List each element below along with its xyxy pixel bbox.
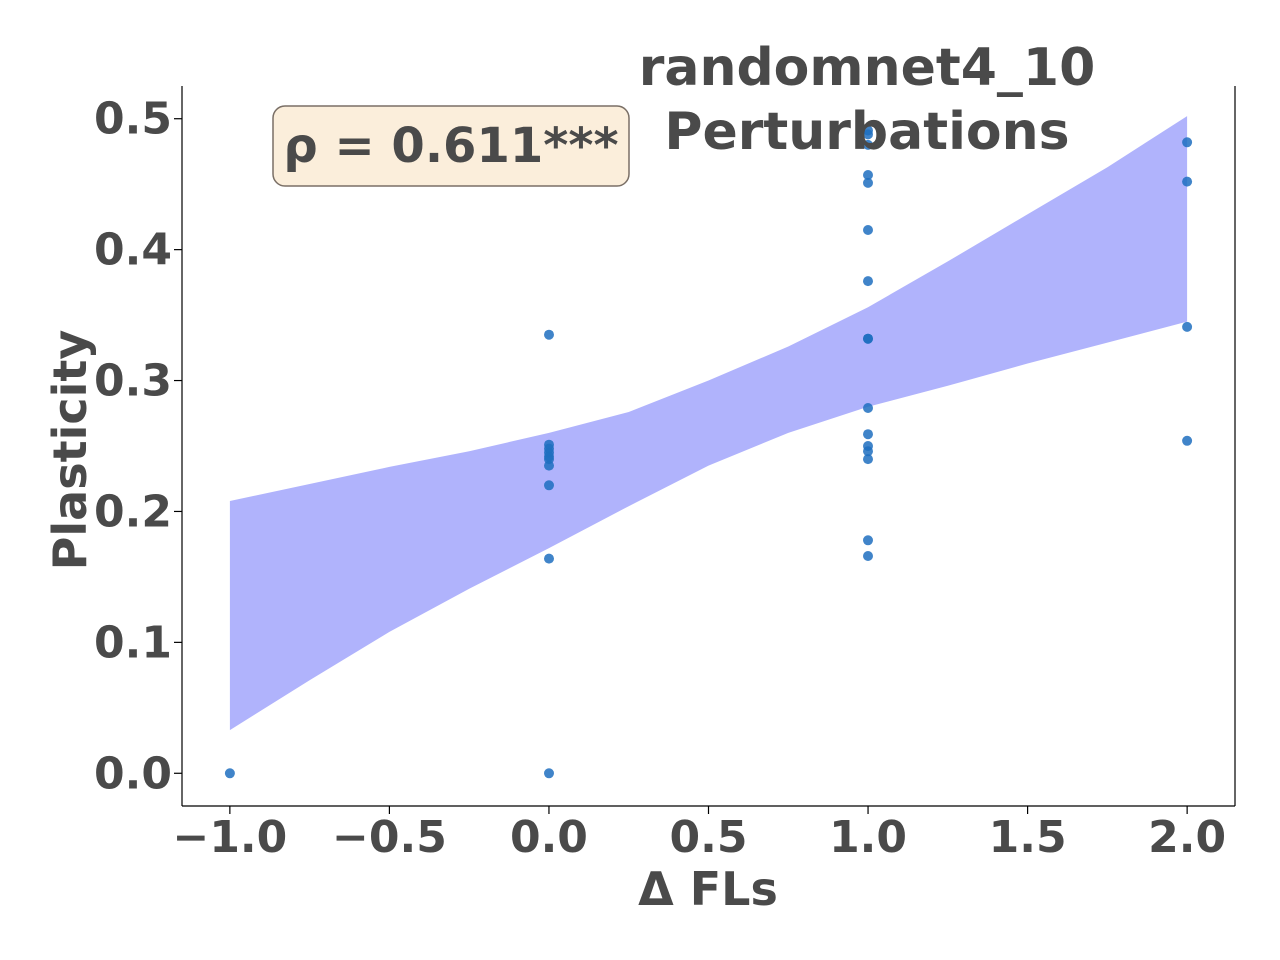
y-tick-label-1: 0.1 xyxy=(94,617,172,668)
x-tick-label-5: 1.5 xyxy=(989,812,1067,863)
data-point-21 xyxy=(863,225,873,235)
x-tick-label-6: 2.0 xyxy=(1148,812,1226,863)
chart-title-line-1: randomnet4_10 xyxy=(639,38,1096,98)
confidence-band-layer xyxy=(229,116,1188,731)
data-point-19 xyxy=(863,333,873,344)
x-axis-label: Δ FLs xyxy=(638,862,778,916)
data-point-22 xyxy=(863,177,873,188)
confidence-band xyxy=(229,116,1188,731)
x-tick-label-1: −0.5 xyxy=(332,812,447,863)
data-point-10 xyxy=(544,329,554,340)
data-point-3 xyxy=(544,480,554,491)
chart-title-line-2: Perturbations xyxy=(664,102,1069,162)
y-tick-label-0: 0.0 xyxy=(94,748,172,799)
data-point-15 xyxy=(863,441,873,451)
data-point-2 xyxy=(544,553,554,564)
data-point-16 xyxy=(863,429,873,440)
data-point-23 xyxy=(863,170,873,180)
y-tick-label-2: 0.2 xyxy=(94,486,172,537)
annotation-box xyxy=(272,105,630,187)
data-point-28 xyxy=(1182,321,1193,332)
data-point-26 xyxy=(863,125,873,136)
data-point-0 xyxy=(224,768,235,779)
x-tick-label-4: 1.0 xyxy=(829,812,907,863)
x-tick-label-2: 0.0 xyxy=(510,812,588,863)
data-point-13 xyxy=(863,454,873,465)
y-tick-label-4: 0.4 xyxy=(94,225,172,276)
data-point-29 xyxy=(1182,176,1193,187)
x-tick-label-3: 0.5 xyxy=(670,812,748,863)
data-points-layer xyxy=(224,125,1193,779)
y-axis-label: Plasticity xyxy=(43,330,97,571)
data-point-11 xyxy=(863,551,873,561)
data-point-17 xyxy=(863,403,873,413)
correlation-annotation: ρ = 0.611*** xyxy=(272,105,630,187)
data-point-20 xyxy=(863,276,873,287)
ticks-layer: −1.0 −0.5 0.0 0.5 1.0 1.5 2.0 0.0 0.1 0.2 0.3 0.4 0.… xyxy=(94,94,1226,863)
data-point-27 xyxy=(1182,435,1193,446)
y-tick-label-5: 0.5 xyxy=(94,94,172,145)
data-point-30 xyxy=(1182,137,1193,148)
data-point-9 xyxy=(544,439,554,450)
data-point-1 xyxy=(544,768,554,779)
data-point-24 xyxy=(863,139,873,150)
annotation-text: ρ = 0.611*** xyxy=(283,118,618,174)
data-point-12 xyxy=(863,535,873,546)
y-tick-label-3: 0.3 xyxy=(94,356,172,407)
x-tick-label-0: −1.0 xyxy=(172,812,287,863)
